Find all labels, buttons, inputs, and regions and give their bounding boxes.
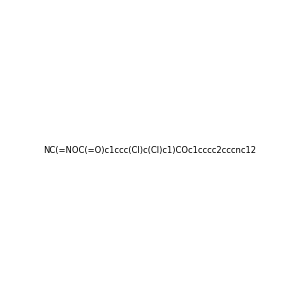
Text: NC(=NOC(=O)c1ccc(Cl)c(Cl)c1)COc1cccc2cccnc12: NC(=NOC(=O)c1ccc(Cl)c(Cl)c1)COc1cccc2ccc… (44, 146, 256, 154)
